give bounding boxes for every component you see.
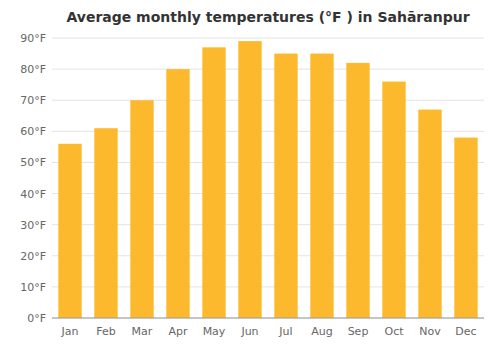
bar: [94, 128, 117, 318]
x-tick-label: Aug: [311, 325, 332, 338]
y-tick-label: 80°F: [20, 63, 46, 76]
bar: [130, 100, 153, 318]
x-tick-label: Sep: [348, 325, 369, 338]
y-tick-label: 50°F: [20, 156, 46, 169]
x-tick-label: May: [203, 325, 226, 338]
y-tick-label: 60°F: [20, 125, 46, 138]
bar: [346, 63, 369, 318]
x-tick-label: Nov: [419, 325, 441, 338]
y-tick-label: 30°F: [20, 219, 46, 232]
y-tick-label: 70°F: [20, 94, 46, 107]
background: [0, 0, 500, 350]
bar: [166, 69, 189, 318]
bars: [58, 41, 477, 318]
bar: [238, 41, 261, 318]
grid-line: [52, 100, 484, 101]
x-tick-label: Oct: [384, 325, 404, 338]
bar: [382, 82, 405, 318]
y-tick-label: 90°F: [20, 32, 46, 45]
bar: [202, 47, 225, 318]
x-tick-label: Feb: [96, 325, 115, 338]
x-tick-label: Dec: [455, 325, 476, 338]
x-tick-label: Mar: [132, 325, 153, 338]
x-tick-label: Jun: [240, 325, 258, 338]
bar: [274, 54, 297, 318]
bar: [310, 54, 333, 318]
x-axis-line: [52, 318, 484, 319]
grid-line: [52, 38, 484, 39]
y-tick-label: 0°F: [27, 312, 46, 325]
bar: [454, 138, 477, 318]
y-axis: 0°F 10°F 20°F 30°F 40°F 50°F 60°F 70°F 80°F 90°F: [20, 32, 484, 325]
x-tick-label: Jan: [61, 325, 79, 338]
x-tick-label: Apr: [168, 325, 188, 338]
x-tick-label: Jul: [278, 325, 292, 338]
y-tick-label: 40°F: [20, 188, 46, 201]
y-tick-label: 20°F: [20, 250, 46, 263]
y-tick-label: 10°F: [20, 281, 46, 294]
chart: Average monthly temperatures (°F ) in Sa…: [0, 0, 500, 350]
chart-container: Average monthly temperatures (°F ) in Sa…: [0, 0, 500, 350]
grid-line: [52, 69, 484, 70]
bar: [418, 110, 441, 318]
title: Average monthly temperatures (°F ) in Sa…: [66, 9, 469, 25]
grid-line: [52, 318, 484, 319]
bar: [58, 144, 81, 318]
x-axis: Jan Feb Mar Apr May Jun Jul Aug Sep Oct Nov Dec: [52, 318, 484, 338]
